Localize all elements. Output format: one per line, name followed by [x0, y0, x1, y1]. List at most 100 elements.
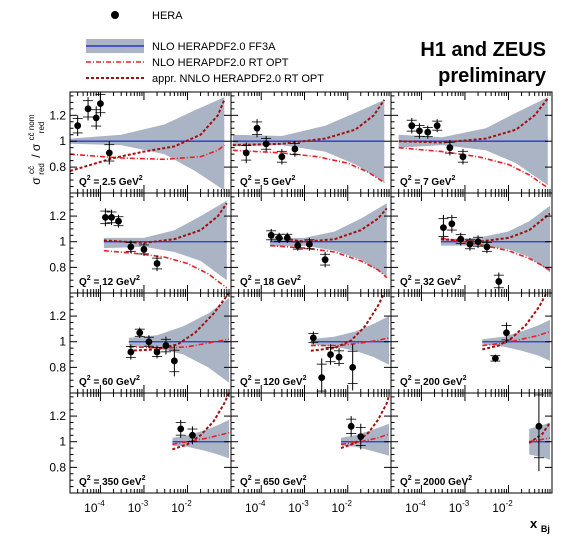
nlo-rt-opt-line: [103, 249, 228, 289]
ff3a-band: [270, 203, 387, 277]
data-point: [125, 240, 136, 254]
data-point: [308, 331, 319, 345]
y-tick-label: 1.2: [49, 409, 66, 423]
x-tick-label: 10-3: [288, 499, 309, 515]
data-marker: [92, 114, 100, 122]
data-marker: [424, 128, 432, 136]
data-point: [490, 354, 501, 363]
nnlo-rt-opt-line: [440, 212, 551, 243]
data-marker: [253, 124, 261, 132]
data-marker: [474, 238, 482, 246]
panel-label: Q2 = 200 GeV2: [400, 375, 467, 388]
data-marker: [105, 149, 113, 157]
title-line-2: preliminary: [438, 65, 547, 87]
y-tick-label: 1: [59, 435, 66, 449]
data-marker: [347, 422, 355, 430]
data-marker: [84, 105, 92, 113]
data-point: [320, 251, 331, 268]
data-marker: [459, 153, 467, 161]
legend-label-nnlo-rt: appr. NNLO HERAPDF2.0 RT OPT: [152, 73, 324, 85]
y-tick-labels: 0.8 1 1.2 0.8 1 1.2 0.8 1 1.2 0.8 1 1.2: [49, 108, 66, 474]
data-marker: [466, 240, 474, 248]
panel-label: Q2 = 32 GeV2: [400, 275, 461, 288]
data-point: [304, 237, 315, 251]
nlo-rt-opt-line: [340, 433, 390, 446]
nnlo-rt-opt-line: [232, 99, 386, 147]
y-title-sub-2: red: [37, 122, 46, 134]
data-point: [347, 344, 358, 391]
data-marker: [275, 234, 283, 242]
data-point: [104, 141, 115, 165]
data-marker: [483, 243, 491, 251]
data-marker: [145, 338, 153, 346]
data-point: [72, 115, 83, 137]
data-point: [464, 237, 475, 251]
data-marker: [177, 425, 185, 433]
data-marker: [318, 374, 326, 382]
data-marker: [349, 363, 357, 371]
data-marker: [291, 145, 299, 153]
nlo-rt-opt-line: [232, 149, 385, 184]
data-point: [138, 243, 149, 256]
ff3a-band: [172, 419, 229, 459]
data-point: [106, 209, 117, 226]
data-marker: [115, 217, 122, 225]
data-point: [125, 344, 136, 360]
ff3a-band: [70, 97, 225, 191]
x-tick-label: 10-4: [245, 499, 266, 515]
panel-grid: Q2 = 2.5 GeV2 Q2 = 5 GeV2 Q2 = 7 GeV2 Q2 = …: [69, 91, 553, 494]
y-tick-label: 0.8: [49, 360, 66, 374]
data-point: [455, 232, 466, 246]
y-tick-label: 1.2: [49, 309, 66, 323]
panel-2: Q2 = 5 GeV2: [230, 91, 392, 194]
panel-8: Q2 = 120 GeV2: [230, 292, 392, 394]
panel-label: Q2 = 650 GeV2: [240, 475, 307, 488]
data-marker: [97, 100, 104, 108]
data-marker: [321, 256, 329, 264]
y-tick-label: 0.8: [49, 260, 66, 274]
data-marker: [108, 213, 115, 221]
panel-6: Q2 = 32 GeV2: [390, 192, 553, 294]
x-tick-labels: 10-4 10-3 10-2 10-4 10-3 10-2 10-4 10-3 10-2: [84, 499, 513, 515]
y-tick-label: 0.8: [49, 160, 66, 174]
panel-4: Q2 = 12 GeV2: [69, 192, 232, 294]
x-tick-label: 10-4: [84, 499, 105, 515]
nnlo-rt-opt-line: [128, 293, 230, 352]
panel-label: Q2 = 5 GeV2: [240, 175, 295, 188]
data-marker: [357, 433, 365, 440]
panel-3: Q2 = 7 GeV2: [390, 91, 553, 194]
data-point: [473, 235, 484, 249]
panel-label: Q2 = 2.5 GeV2: [79, 175, 143, 188]
y-tick-label: 0.8: [49, 460, 66, 474]
ff3a-band: [341, 423, 389, 456]
x-tick-label: 10-2: [332, 499, 353, 515]
data-marker: [278, 153, 286, 161]
x-tick-label: 10-2: [171, 499, 192, 515]
panel-5: Q2 = 18 GeV2: [230, 192, 392, 294]
data-marker: [127, 348, 135, 356]
legend-label-hera: HERA: [152, 10, 183, 22]
data-point: [406, 117, 417, 134]
x-tick-label: 10-3: [128, 499, 149, 515]
legend-label-ff3a: NLO HERAPDF2.0 FF3A: [152, 41, 276, 53]
data-marker: [283, 234, 291, 242]
x-title-main: x: [530, 516, 538, 531]
data-point: [481, 240, 492, 254]
panel-1: Q2 = 2.5 GeV2: [69, 91, 232, 194]
title-line-1: H1 and ZEUS: [420, 39, 546, 61]
data-point: [444, 139, 455, 156]
y-title-sigma-2: σ: [29, 143, 43, 151]
legend: HERA NLO HERAPDF2.0 FF3A NLO HERAPDF2.0 …: [86, 10, 324, 85]
data-point: [187, 426, 198, 445]
data-marker: [440, 224, 447, 232]
x-tick-label: 10-2: [492, 499, 513, 515]
y-tick-label: 1: [59, 335, 66, 349]
panel-9: Q2 = 200 GeV2: [390, 292, 553, 394]
nlo-rt-opt-line: [172, 431, 230, 446]
data-marker: [262, 140, 270, 148]
data-point: [422, 125, 433, 139]
data-point: [414, 123, 425, 139]
y-title-sup-2: cc̄ nom: [27, 114, 36, 140]
x-title-sub: Bj: [541, 524, 550, 534]
nnlo-rt-opt-line: [398, 97, 549, 144]
